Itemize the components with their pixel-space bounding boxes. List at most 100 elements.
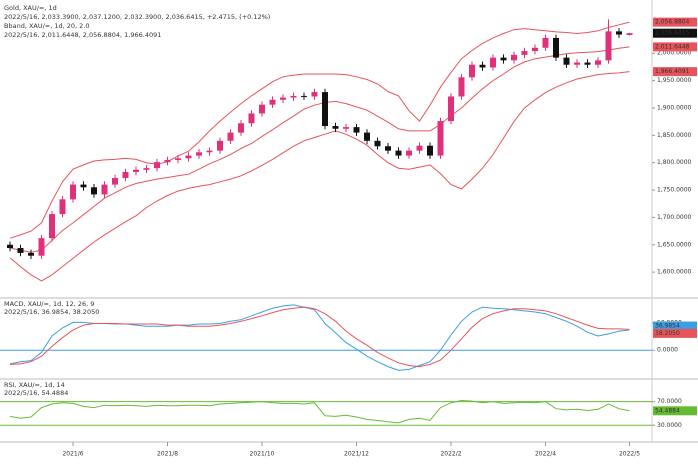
y-tick-label: 1,750.0000	[657, 187, 692, 194]
candle-body	[427, 145, 433, 156]
candle-body	[574, 62, 580, 65]
candle-body	[7, 244, 13, 249]
x-tick-label: 2022/5	[619, 451, 640, 458]
y-tick-label: 1,600.0000	[657, 269, 692, 276]
x-tick-label: 2022/2	[440, 451, 461, 458]
candle-body	[584, 62, 591, 65]
x-tick-label: 2021/10	[250, 451, 275, 458]
x-tick-label: 2021/12	[344, 451, 369, 458]
last-value-label: 2,036.6415	[655, 30, 690, 37]
candle-body	[311, 92, 318, 97]
band-lower	[9, 71, 630, 282]
candle-body	[248, 113, 255, 124]
candle-body	[49, 214, 55, 239]
candle-body	[301, 95, 307, 97]
candle-body	[80, 184, 87, 188]
last-value-label: 2,011.6448	[655, 43, 690, 50]
y-tick-label: 70.0000	[657, 398, 682, 405]
last-value-box	[653, 42, 697, 52]
candle-body	[280, 97, 286, 100]
candle-body	[469, 64, 475, 78]
band-upper	[9, 21, 630, 239]
candle-body	[616, 31, 622, 35]
candle-body	[626, 33, 633, 35]
candle-body	[70, 184, 76, 200]
y-tick-label: 1,650.0000	[657, 241, 692, 248]
candle-body	[521, 51, 528, 55]
candle-body	[374, 140, 381, 147]
band-title: Bband, XAU/=, 1d, 20, 2.0	[4, 22, 90, 30]
x-tick-label: 2021/8	[157, 451, 178, 458]
candle-body	[175, 158, 181, 160]
last-value-label: 2,056.8804	[655, 19, 690, 26]
candle-body	[395, 150, 402, 156]
candle-body	[364, 132, 370, 141]
candle-body	[479, 64, 486, 68]
candle-body	[290, 95, 297, 98]
candle-body	[322, 92, 328, 127]
last-value-box	[653, 321, 697, 331]
y-tick-label: 1,700.0000	[657, 214, 692, 221]
y-tick-label: 1,850.0000	[657, 132, 692, 139]
last-value-label: 38.2050	[655, 330, 680, 337]
y-tick-label: 30.0000	[657, 422, 682, 429]
panel-subtitle: 2022/5/16, 54.4884	[4, 389, 68, 397]
candle-body	[196, 152, 202, 156]
candle-body	[511, 54, 517, 61]
last-value-label: 1,966.4091	[655, 68, 690, 75]
candle-body	[332, 126, 339, 129]
last-value-box	[653, 28, 697, 38]
candle-body	[532, 47, 538, 52]
candle-body	[238, 123, 244, 133]
candle-body	[259, 104, 265, 114]
band-middle	[9, 46, 630, 253]
indicator-line	[9, 399, 630, 424]
last-value-label: 36.9854	[655, 323, 680, 330]
y-tick-label: 1,950.0000	[657, 77, 692, 84]
last-value-box	[653, 328, 697, 338]
candle-body	[595, 60, 601, 65]
indicator-line	[9, 306, 630, 368]
last-value-box	[653, 17, 697, 27]
candle-body	[269, 99, 276, 105]
candle-body	[91, 187, 97, 195]
candle-body	[217, 140, 223, 151]
candle-body	[17, 248, 24, 253]
candle-body	[59, 199, 66, 215]
last-value-box	[653, 67, 697, 77]
candle-body	[227, 132, 234, 141]
x-tick-label: 2021/6	[62, 451, 83, 458]
panel-title: MACD, XAU/=, 1d, 12, 26, 9	[4, 300, 94, 308]
candle-body	[385, 146, 391, 151]
candle-body	[458, 77, 465, 97]
chart-subtitle: 2022/5/16, 2,033.3900, 2,037.1200, 2,032…	[4, 13, 270, 21]
candle-body	[448, 96, 454, 122]
candle-body	[353, 127, 360, 133]
chart-title: Gold, XAU/=, 1d	[4, 4, 57, 12]
candle-body	[154, 162, 160, 169]
y-tick-label: 0.0000	[657, 347, 678, 354]
candle-body	[500, 57, 507, 61]
x-tick-label: 2022/4	[535, 451, 556, 458]
candle-body	[133, 169, 139, 172]
candle-body	[553, 37, 559, 58]
candle-body	[343, 127, 349, 129]
candle-body	[143, 168, 150, 170]
candle-body	[406, 150, 412, 156]
candle-body	[164, 159, 171, 163]
candle-body	[542, 37, 549, 48]
candle-body	[563, 57, 570, 65]
y-tick-label: 2,000.0000	[657, 50, 692, 57]
y-tick-label: 1,800.0000	[657, 159, 692, 166]
panel-title: RSI, XAU/=, 1d, 14	[4, 381, 65, 389]
candle-body	[28, 252, 34, 256]
candle-body	[416, 145, 423, 151]
candle-body	[38, 238, 45, 256]
candle-body	[490, 57, 496, 68]
candle-body	[185, 155, 192, 159]
y-tick-label: 1,900.0000	[657, 104, 692, 111]
last-value-label: 54.4884	[655, 407, 680, 414]
candle-body	[112, 178, 118, 185]
